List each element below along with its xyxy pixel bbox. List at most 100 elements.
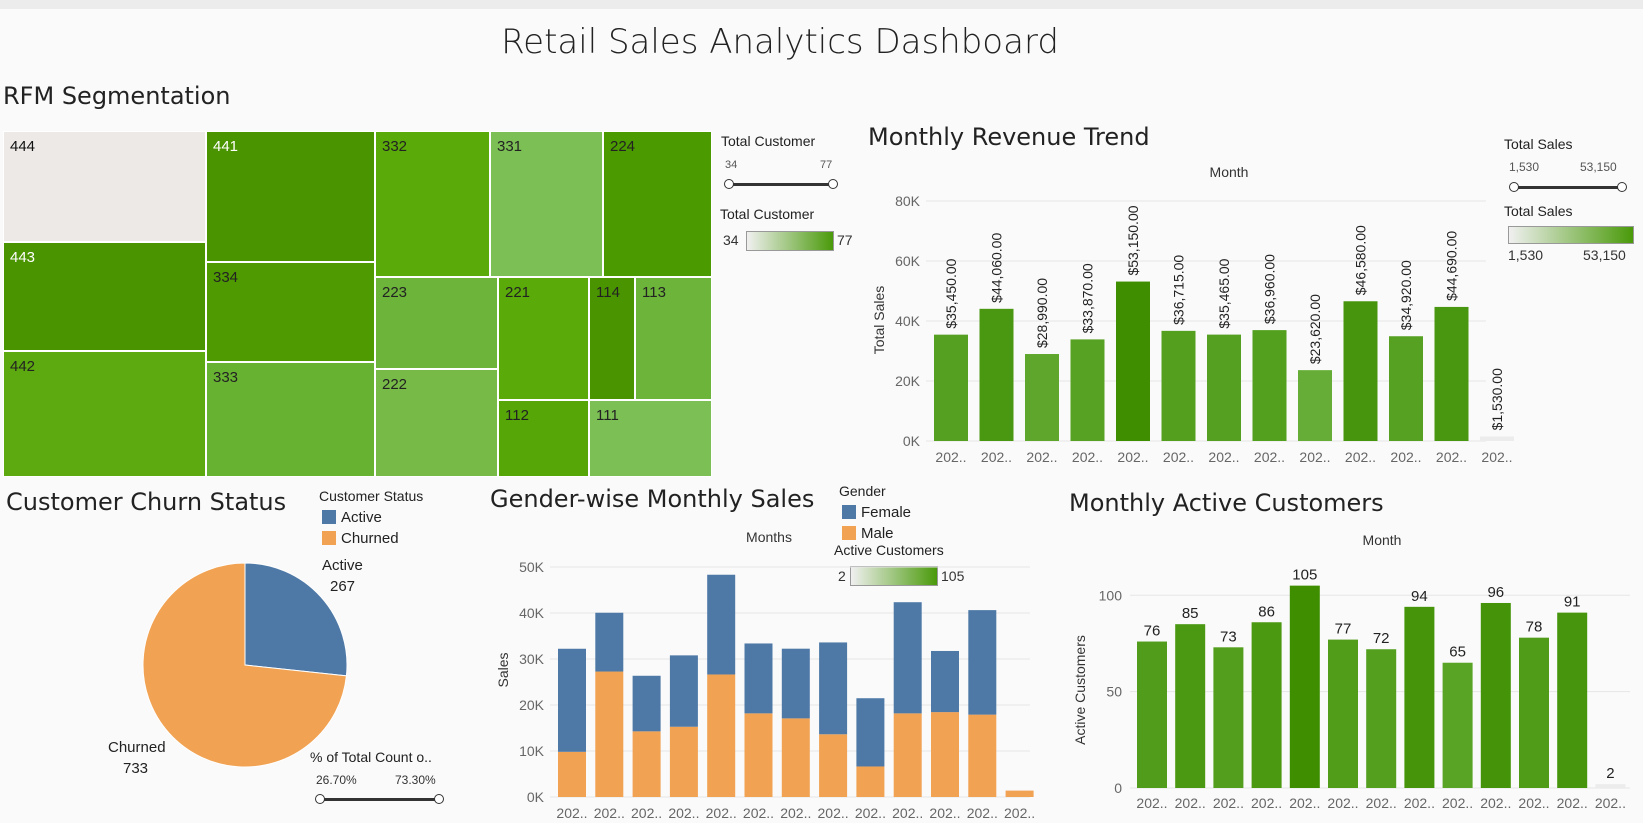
- revenue-bar[interactable]: [1343, 301, 1378, 441]
- revenue-chart[interactable]: 0K 20K 40K 60K 80K Month Total Sales $35,450.00…: [864, 160, 1524, 470]
- gender-bar-male[interactable]: [968, 714, 997, 797]
- active-bar[interactable]: [1519, 637, 1549, 788]
- rfm-title: RFM Segmentation: [3, 82, 231, 110]
- rfm-tile[interactable]: 442: [3, 351, 206, 477]
- revenue-data-label: $28,990.00: [1034, 278, 1050, 348]
- rfm-tile[interactable]: 331: [490, 131, 603, 277]
- churn-slider-min: 26.70%: [316, 773, 357, 787]
- active-bar[interactable]: [1595, 784, 1626, 788]
- rfm-size-slider-min-handle[interactable]: [724, 179, 734, 189]
- revenue-bar[interactable]: [1161, 330, 1196, 441]
- active-bar[interactable]: [1175, 624, 1206, 788]
- rfm-tile[interactable]: 334: [206, 262, 375, 362]
- gender-bar-female[interactable]: [558, 648, 586, 752]
- pie-slice-churned[interactable]: [142, 562, 347, 768]
- revenue-bar[interactable]: [1480, 436, 1514, 441]
- active-bar[interactable]: [1289, 585, 1320, 788]
- gender-bar-female[interactable]: [744, 643, 773, 714]
- churn-legend-active-swatch: [322, 510, 336, 524]
- active-bar[interactable]: [1137, 641, 1167, 788]
- gender-xtick: 202..: [706, 805, 737, 821]
- revenue-bar[interactable]: [979, 308, 1014, 441]
- gender-bar-male[interactable]: [632, 731, 661, 797]
- revenue-bar[interactable]: [1025, 354, 1059, 441]
- gender-bar-male[interactable]: [893, 713, 922, 797]
- active-xtick: 202..: [1404, 795, 1435, 811]
- rfm-treemap[interactable]: 444 441 332 331 224 443 334 223 221 114 113 442 333 2…: [3, 131, 712, 477]
- gender-bar-female[interactable]: [819, 642, 848, 735]
- active-chart[interactable]: Active Customers Month 0 50 100 76 202.. 85 202.…: [1070, 525, 1640, 823]
- gender-bar-male[interactable]: [781, 718, 810, 797]
- rfm-tile[interactable]: 222: [375, 369, 498, 477]
- churn-legend-churned-swatch: [322, 531, 336, 545]
- churn-slider-min-handle[interactable]: [315, 794, 325, 804]
- active-bar[interactable]: [1251, 622, 1282, 788]
- rfm-tile[interactable]: 223: [375, 277, 498, 369]
- pie-slice-active[interactable]: [244, 562, 348, 677]
- rfm-tile[interactable]: 221: [498, 277, 589, 400]
- active-bar[interactable]: [1480, 602, 1511, 788]
- gender-bar-female[interactable]: [632, 675, 661, 732]
- active-bar[interactable]: [1213, 647, 1244, 788]
- revenue-xtick: 202..: [1163, 449, 1194, 465]
- revenue-bar[interactable]: [1252, 330, 1287, 441]
- revenue-color-legend-title: Total Sales: [1504, 203, 1573, 219]
- active-bar[interactable]: [1557, 612, 1588, 788]
- rfm-tile[interactable]: 224: [603, 131, 712, 277]
- active-bar[interactable]: [1404, 606, 1435, 788]
- rfm-tile[interactable]: 333: [206, 362, 375, 477]
- gender-xtick: 202..: [780, 805, 811, 821]
- gender-bar-male[interactable]: [558, 751, 586, 797]
- rfm-size-slider[interactable]: [724, 179, 838, 189]
- gender-bar-female[interactable]: [707, 574, 736, 675]
- gender-bar-female[interactable]: [931, 650, 959, 713]
- revenue-bar[interactable]: [1116, 281, 1150, 441]
- gender-bar-male[interactable]: [819, 734, 848, 797]
- revenue-size-slider-min-handle[interactable]: [1509, 182, 1519, 192]
- rfm-size-slider-max-handle[interactable]: [828, 179, 838, 189]
- churn-pie-chart[interactable]: [130, 550, 360, 780]
- gender-bar-male[interactable]: [856, 766, 885, 797]
- active-bar[interactable]: [1366, 649, 1397, 788]
- rfm-tile[interactable]: 441: [206, 131, 375, 262]
- rfm-tile[interactable]: 113: [635, 277, 712, 400]
- gender-bar-female[interactable]: [781, 648, 810, 719]
- active-bar[interactable]: [1328, 639, 1358, 788]
- revenue-data-label: $46,580.00: [1353, 225, 1369, 295]
- revenue-bar[interactable]: [1070, 339, 1105, 441]
- gender-bar-male[interactable]: [707, 674, 736, 797]
- gender-bar-male[interactable]: [595, 671, 624, 797]
- active-data-label: 78: [1526, 619, 1543, 636]
- active-bar[interactable]: [1442, 662, 1473, 788]
- gender-bar-female[interactable]: [893, 602, 922, 714]
- gender-bar-female[interactable]: [595, 612, 624, 672]
- revenue-bar[interactable]: [1298, 370, 1332, 441]
- gender-bar-male[interactable]: [744, 713, 773, 797]
- gender-bar-female[interactable]: [856, 698, 885, 767]
- revenue-bar[interactable]: [1434, 306, 1469, 441]
- gender-bar-male[interactable]: [669, 726, 698, 797]
- revenue-size-legend-title: Total Sales: [1504, 136, 1573, 152]
- revenue-bar[interactable]: [1207, 334, 1241, 441]
- active-xtick: 202..: [1442, 795, 1473, 811]
- gender-bar-male[interactable]: [1005, 790, 1034, 797]
- revenue-size-slider-max-handle[interactable]: [1617, 182, 1627, 192]
- revenue-size-slider[interactable]: [1509, 182, 1627, 192]
- gender-bar-female[interactable]: [669, 655, 698, 727]
- gender-chart[interactable]: 0K 10K 20K 30K 40K 50K Months Sales 202.. 202.. 20…: [492, 520, 1040, 823]
- gender-bar-male[interactable]: [931, 712, 959, 797]
- rfm-tile[interactable]: 111: [589, 400, 712, 477]
- revenue-bar[interactable]: [934, 334, 968, 441]
- active-data-label: 86: [1258, 603, 1275, 620]
- rfm-tile[interactable]: 112: [498, 400, 589, 477]
- active-xtick: 202..: [1366, 795, 1397, 811]
- revenue-bar[interactable]: [1389, 336, 1423, 441]
- top-toolbar-strip: [0, 0, 1643, 9]
- churn-slider-max-handle[interactable]: [434, 794, 444, 804]
- rfm-tile[interactable]: 444: [3, 131, 206, 242]
- rfm-tile[interactable]: 114: [589, 277, 635, 400]
- rfm-tile[interactable]: 443: [3, 242, 206, 351]
- rfm-tile[interactable]: 332: [375, 131, 490, 277]
- gender-bar-female[interactable]: [968, 610, 997, 715]
- churn-slider[interactable]: [315, 794, 444, 804]
